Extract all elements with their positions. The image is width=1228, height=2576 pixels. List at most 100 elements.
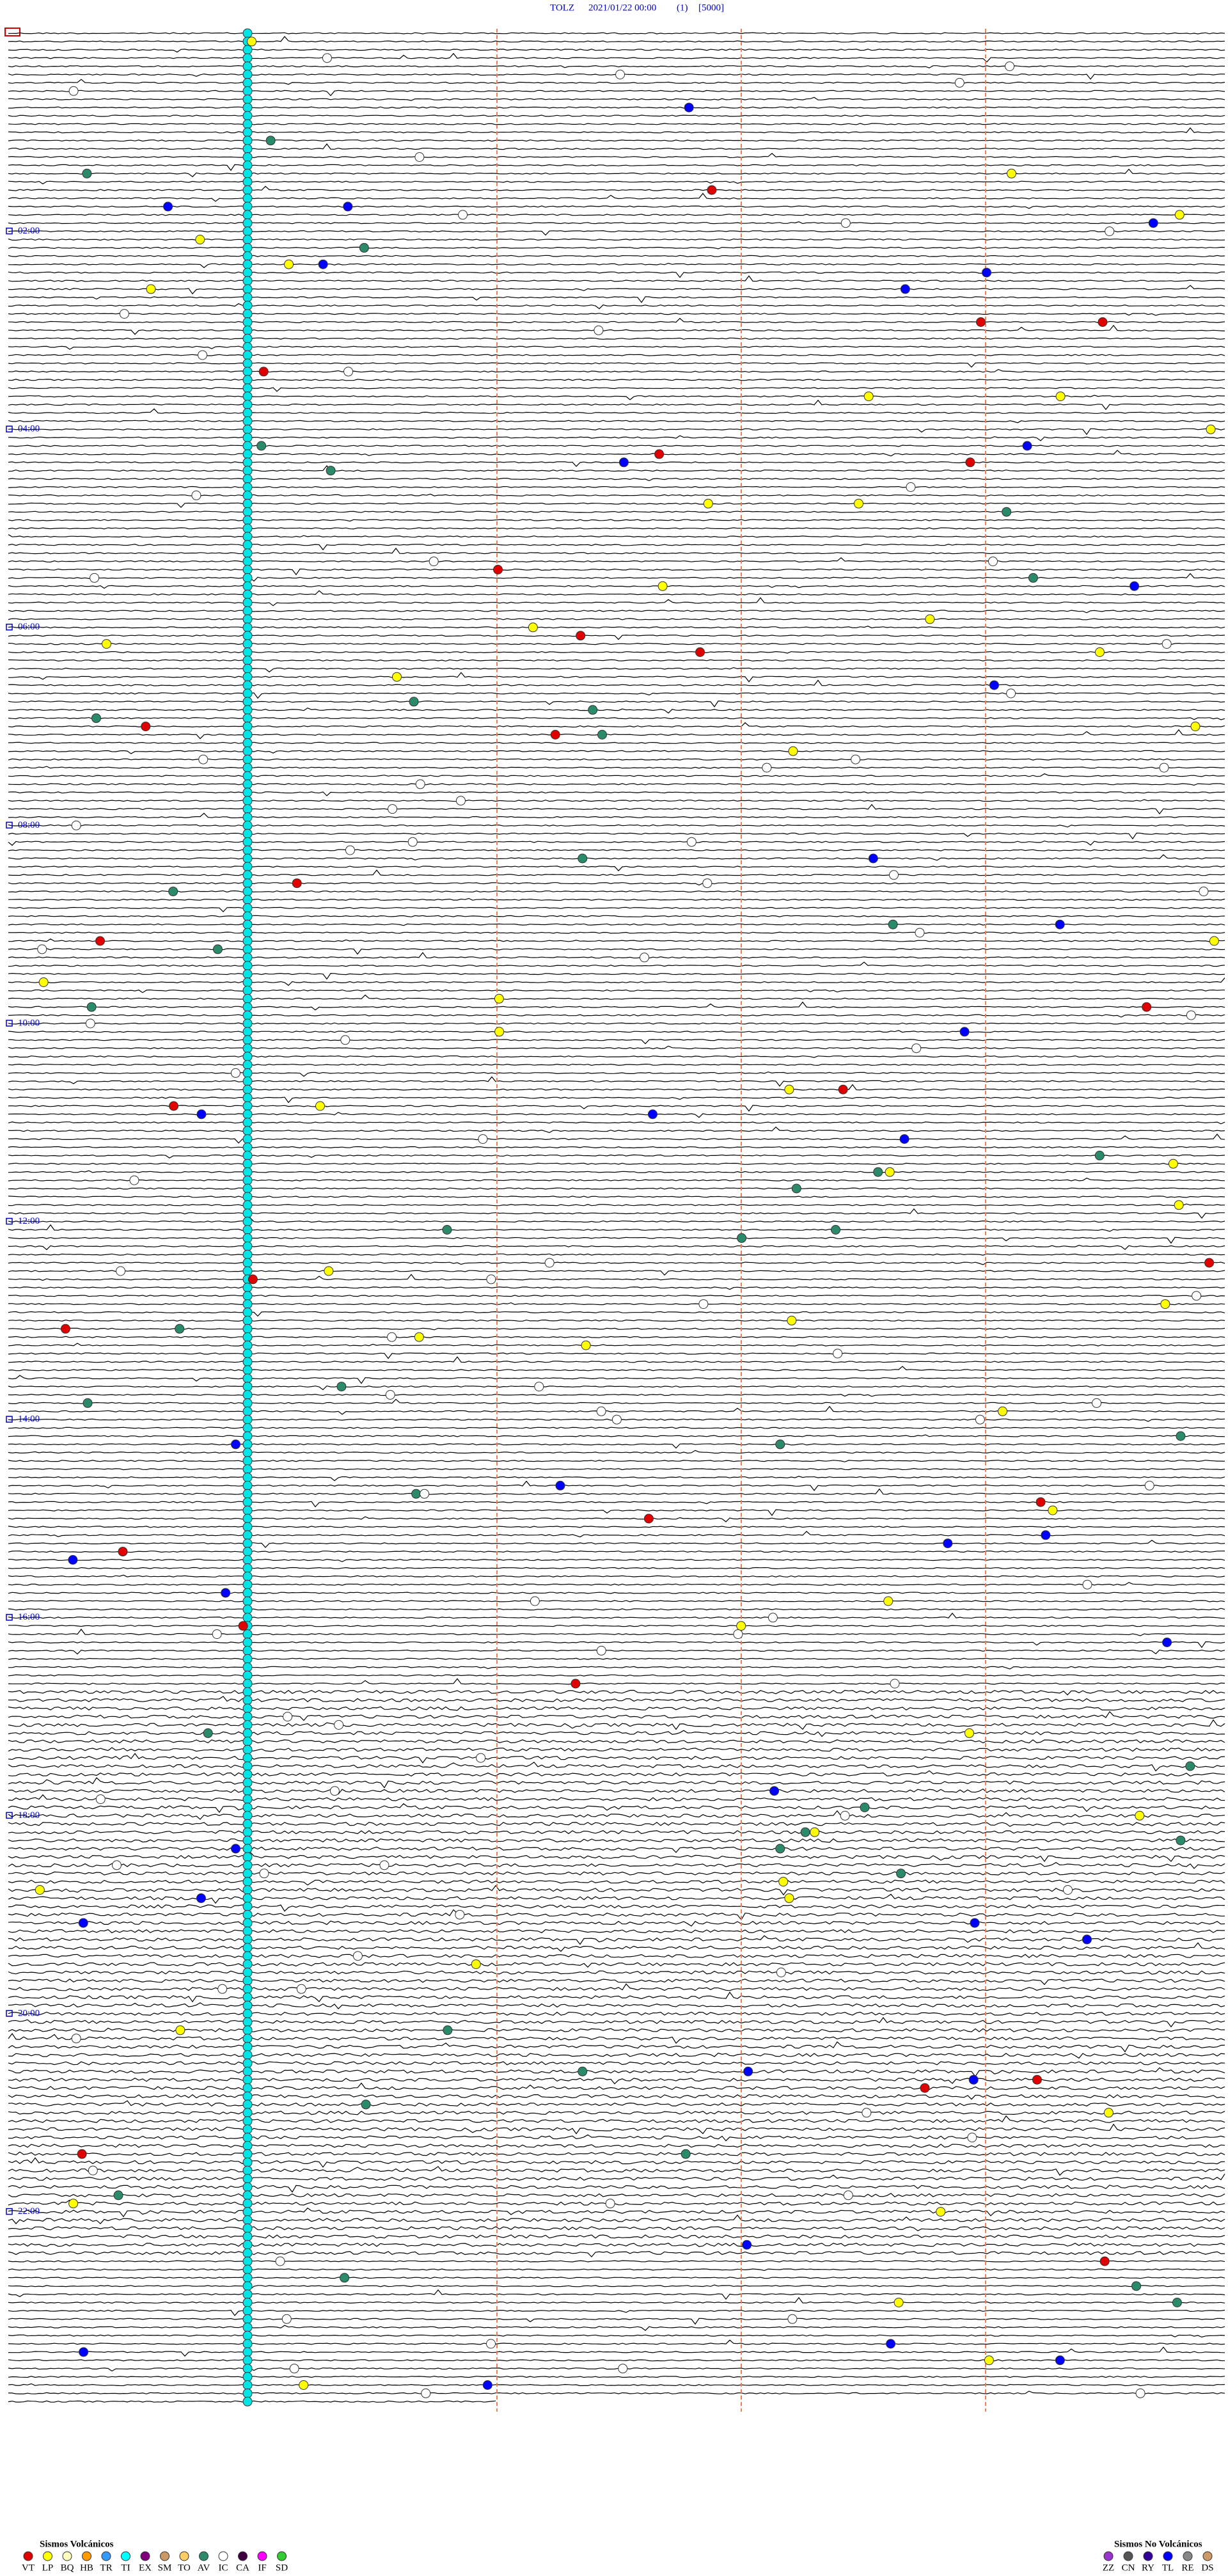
event [242, 2364, 253, 2374]
event [352, 1951, 363, 1961]
event [242, 2017, 253, 2027]
trace [8, 1476, 1225, 1482]
event [458, 210, 468, 220]
event [212, 944, 223, 954]
event [146, 284, 156, 294]
trace [8, 651, 1225, 654]
event [242, 1918, 253, 1928]
event [242, 1943, 253, 1953]
event [343, 367, 354, 377]
trace [8, 115, 1225, 117]
trace [8, 1885, 1225, 1896]
event [242, 1414, 253, 1425]
event [242, 1852, 253, 1862]
event [242, 284, 253, 294]
legend-swatch [1143, 2551, 1153, 2561]
trace [8, 324, 1225, 335]
event [242, 2190, 253, 2201]
trace [8, 923, 1225, 926]
event [217, 1984, 228, 1994]
trace [8, 989, 1225, 993]
event [242, 2182, 253, 2192]
trace [8, 1574, 1225, 1577]
event [242, 1324, 253, 1334]
trace [8, 1719, 1225, 1730]
event [1172, 2298, 1182, 2307]
event [1035, 1497, 1046, 1507]
event [594, 325, 604, 335]
trace [8, 2094, 1225, 2100]
trace [8, 2346, 1225, 2357]
trace [8, 2017, 1225, 2028]
event [242, 722, 253, 732]
event [242, 828, 253, 839]
trace [8, 2268, 1225, 2272]
event [118, 1547, 128, 1557]
trace [8, 1217, 1225, 1223]
event [242, 301, 253, 311]
event [681, 2149, 691, 2159]
event [883, 1596, 893, 1606]
event [242, 1844, 253, 1854]
event [242, 1803, 253, 1812]
event [242, 2347, 253, 2357]
legend-label: BQ [61, 2563, 74, 2573]
event [242, 2339, 253, 2349]
event [242, 498, 253, 509]
legend-label: AV [198, 2563, 210, 2573]
event [242, 144, 253, 154]
event [1098, 317, 1108, 327]
trace [8, 1666, 1225, 1670]
trace [8, 97, 1225, 101]
event [68, 86, 79, 96]
event [242, 193, 253, 203]
event [596, 1645, 606, 1655]
event [242, 383, 253, 393]
hour-label: 14:00 [18, 1414, 40, 1425]
minute-lines [496, 29, 986, 2412]
legend-label: EX [139, 2563, 152, 2573]
hour-label: 04:00 [18, 424, 40, 434]
event [242, 1662, 253, 1672]
event [242, 804, 253, 814]
trace [8, 2115, 1225, 2123]
trace [8, 1146, 1225, 1149]
event [1160, 1299, 1170, 1309]
trace [8, 534, 1225, 538]
trace [8, 1625, 1225, 1627]
legend-label: TL [1162, 2563, 1174, 2573]
trace [8, 79, 1225, 85]
event [391, 672, 402, 682]
trace [8, 692, 1225, 699]
trace [8, 1450, 1225, 1454]
event [890, 1679, 900, 1689]
trace [8, 1134, 1225, 1144]
event [318, 259, 328, 269]
event [476, 1753, 486, 1763]
event [230, 1439, 240, 1450]
event [242, 94, 253, 104]
trace [8, 486, 1225, 489]
event [242, 2273, 253, 2283]
event [411, 1489, 421, 1499]
event [242, 449, 253, 459]
event [242, 919, 253, 929]
event [242, 466, 253, 476]
trace [8, 1846, 1225, 1853]
trace [8, 758, 1225, 761]
event [242, 53, 253, 63]
event [988, 557, 998, 567]
legend-title: Sismos Volcánicos [40, 2539, 114, 2549]
event [242, 2231, 253, 2241]
event [242, 127, 253, 138]
event [242, 631, 253, 641]
trace [8, 262, 1225, 269]
trace [8, 952, 1225, 959]
event [1094, 647, 1105, 657]
event [486, 2339, 496, 2349]
trace [8, 1295, 1225, 1297]
trace [8, 387, 1225, 392]
trace [8, 1352, 1225, 1359]
event [787, 1315, 797, 1325]
trace [8, 700, 1225, 707]
